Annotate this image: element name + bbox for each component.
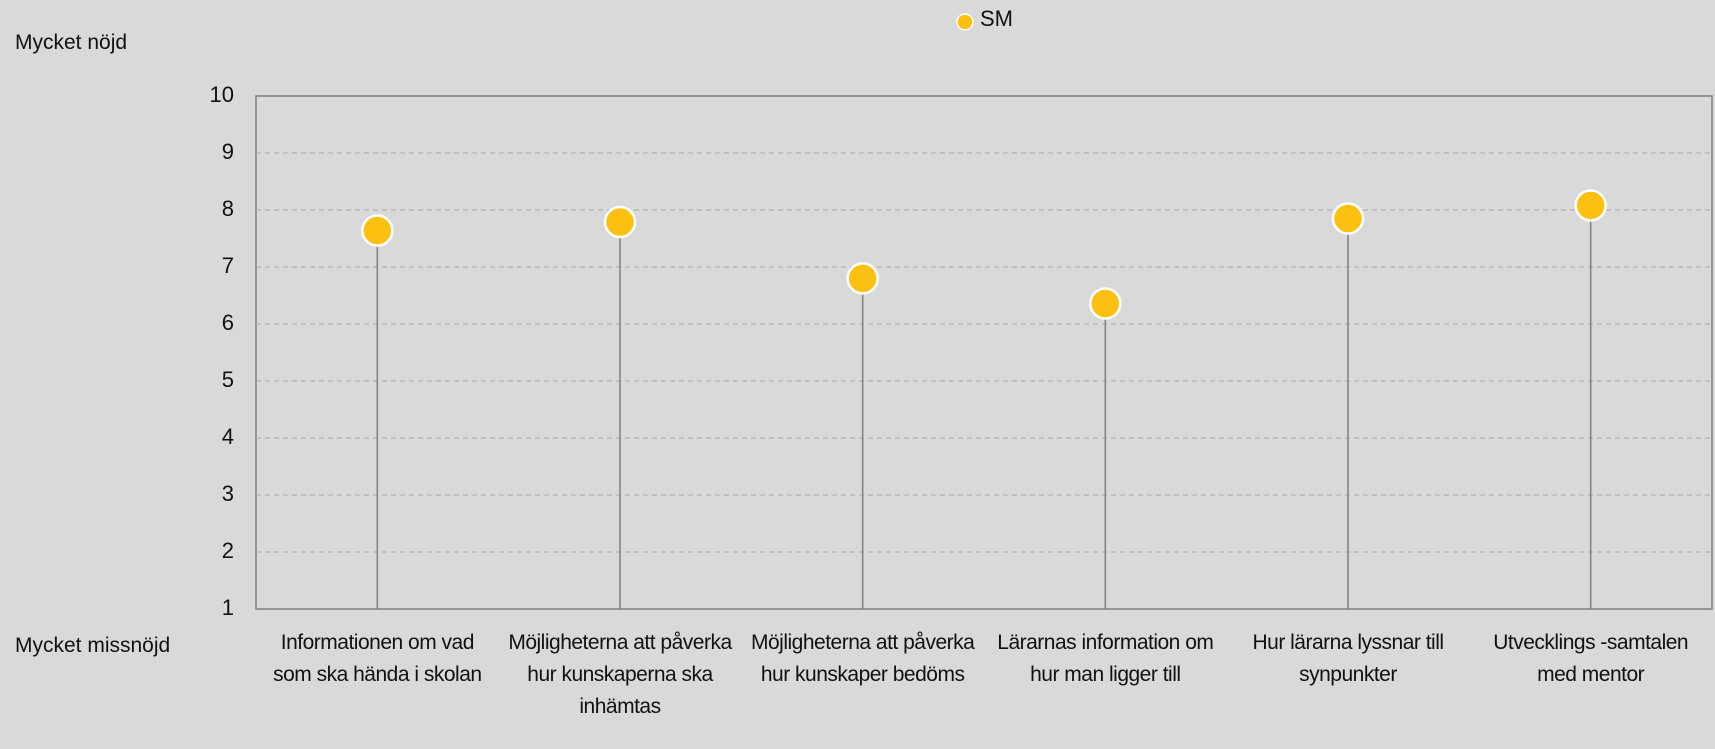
marker	[1574, 189, 1607, 222]
y-tick-label: 10	[210, 82, 234, 107]
bottom-annotation: Mycket missnöjd	[15, 634, 171, 657]
y-tick-label: 7	[222, 253, 234, 278]
x-tick-label: Lärarnas information om hur man ligger t…	[997, 631, 1214, 686]
x-tick-label: Möjligheterna att påverka hur kunskaper …	[751, 631, 975, 686]
y-tick-label: 1	[222, 595, 234, 620]
marker	[846, 262, 879, 295]
marker	[361, 214, 394, 247]
y-tick-label: 5	[222, 367, 234, 392]
legend-marker	[956, 13, 974, 31]
y-tick-label: 2	[222, 538, 234, 563]
x-tick-label: Utvecklings -samtalen med mentor	[1493, 631, 1689, 686]
y-tick-label: 3	[222, 481, 234, 506]
x-tick-label: Informationen om vad som ska hända i sko…	[273, 631, 482, 686]
y-tick-label: 8	[222, 196, 234, 221]
top-annotation: Mycket nöjd	[15, 31, 128, 54]
y-tick-label: 9	[222, 139, 234, 164]
y-tick-label: 4	[222, 424, 234, 449]
marker	[1331, 202, 1365, 235]
y-tick-label: 6	[222, 310, 234, 335]
marker	[1089, 287, 1122, 320]
x-tick-label: Hur lärarna lyssnar till synpunkter	[1252, 631, 1444, 686]
plot-area	[255, 95, 1713, 610]
x-tick-label: Möjligheterna att påverka hur kunskapern…	[508, 631, 732, 718]
legend-label: SM	[980, 6, 1013, 31]
marker	[603, 205, 637, 239]
